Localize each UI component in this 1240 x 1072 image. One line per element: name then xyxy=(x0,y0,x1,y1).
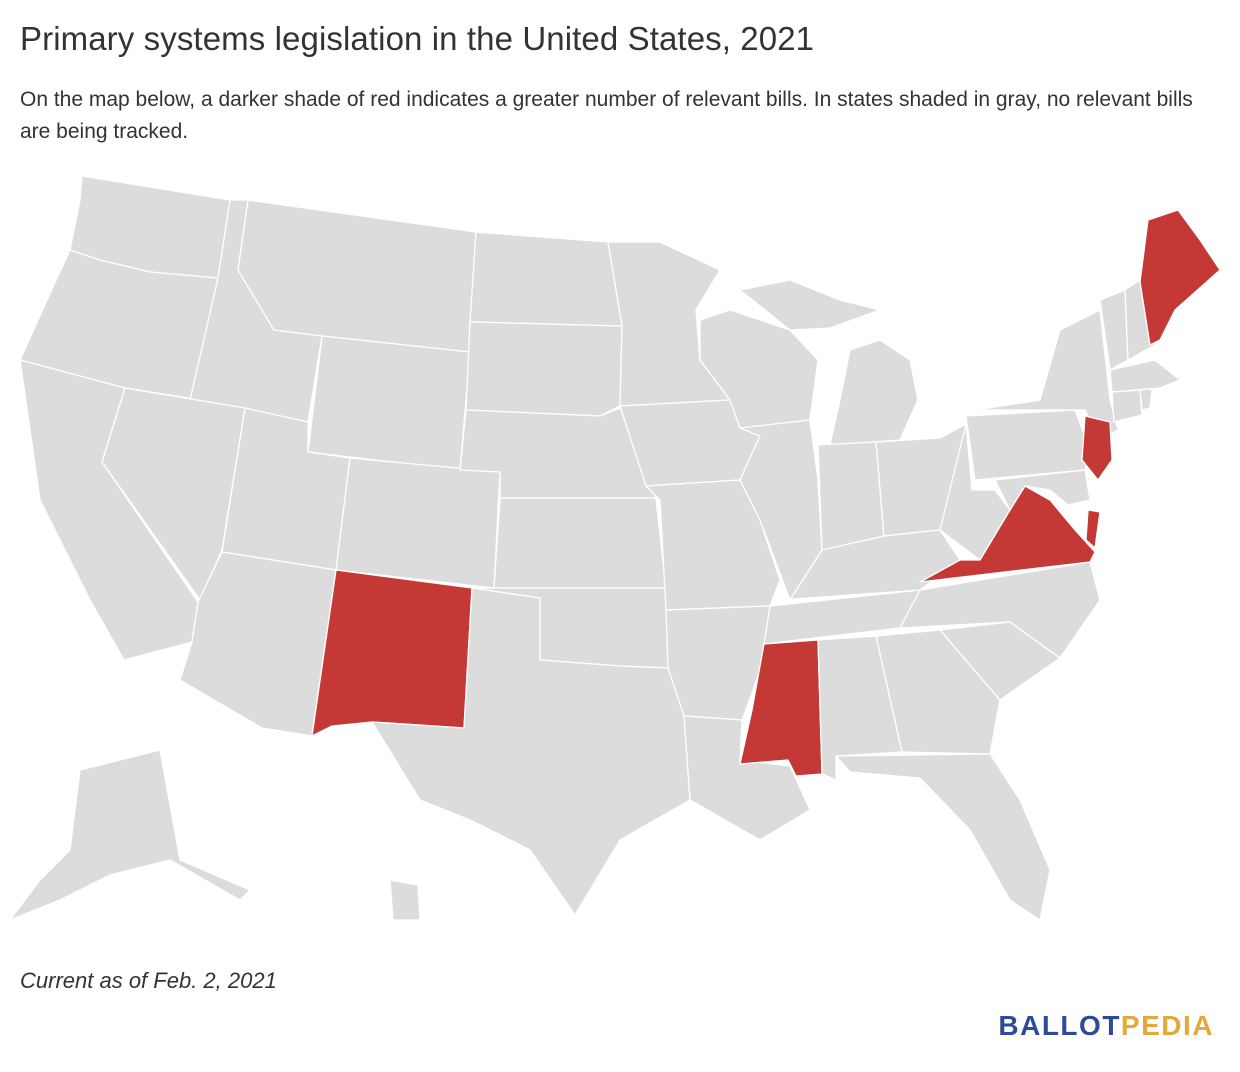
state-rhode-island[interactable] xyxy=(1139,388,1153,411)
state-massachusetts[interactable] xyxy=(1109,359,1181,393)
state-michigan[interactable] xyxy=(829,339,919,446)
state-kansas[interactable] xyxy=(493,497,667,589)
current-as-of-note: Current as of Feb. 2, 2021 xyxy=(20,968,277,993)
us-choropleth-map xyxy=(0,160,1240,940)
state-maine[interactable] xyxy=(1139,209,1221,346)
state-kentucky[interactable] xyxy=(779,529,961,601)
us-map-svg xyxy=(9,175,1221,921)
state-pennsylvania[interactable] xyxy=(965,409,1091,481)
state-north-dakota[interactable] xyxy=(469,231,623,327)
state-connecticut[interactable] xyxy=(1111,389,1143,423)
state-louisiana[interactable] xyxy=(683,715,811,841)
state-south-dakota[interactable] xyxy=(465,321,623,417)
map-title: Primary systems legislation in the Unite… xyxy=(20,20,815,57)
state-virginia[interactable] xyxy=(919,485,1096,583)
state-wyoming[interactable] xyxy=(307,335,471,471)
state-alaska[interactable] xyxy=(9,749,251,921)
state-florida[interactable] xyxy=(835,753,1051,921)
state-colorado[interactable] xyxy=(335,457,501,589)
state-new-hampshire[interactable] xyxy=(1124,279,1156,361)
state-indiana[interactable] xyxy=(817,441,885,553)
state-maryland[interactable] xyxy=(994,469,1091,511)
ballotpedia-logo: BALLOTPEDIA xyxy=(998,1010,1214,1042)
state-new-jersey[interactable] xyxy=(1081,415,1113,481)
logo-part-ballot: BALLOT xyxy=(998,1010,1121,1041)
map-subtitle: On the map below, a darker shade of red … xyxy=(20,88,1193,143)
state-georgia[interactable] xyxy=(875,629,1001,755)
state-montana[interactable] xyxy=(237,199,477,353)
state-new-mexico[interactable] xyxy=(311,569,473,737)
logo-part-pedia: PEDIA xyxy=(1120,1010,1214,1041)
state-hawaii[interactable] xyxy=(389,879,421,921)
state-michigan-upper[interactable] xyxy=(739,279,881,331)
state-delaware[interactable] xyxy=(1085,509,1101,549)
